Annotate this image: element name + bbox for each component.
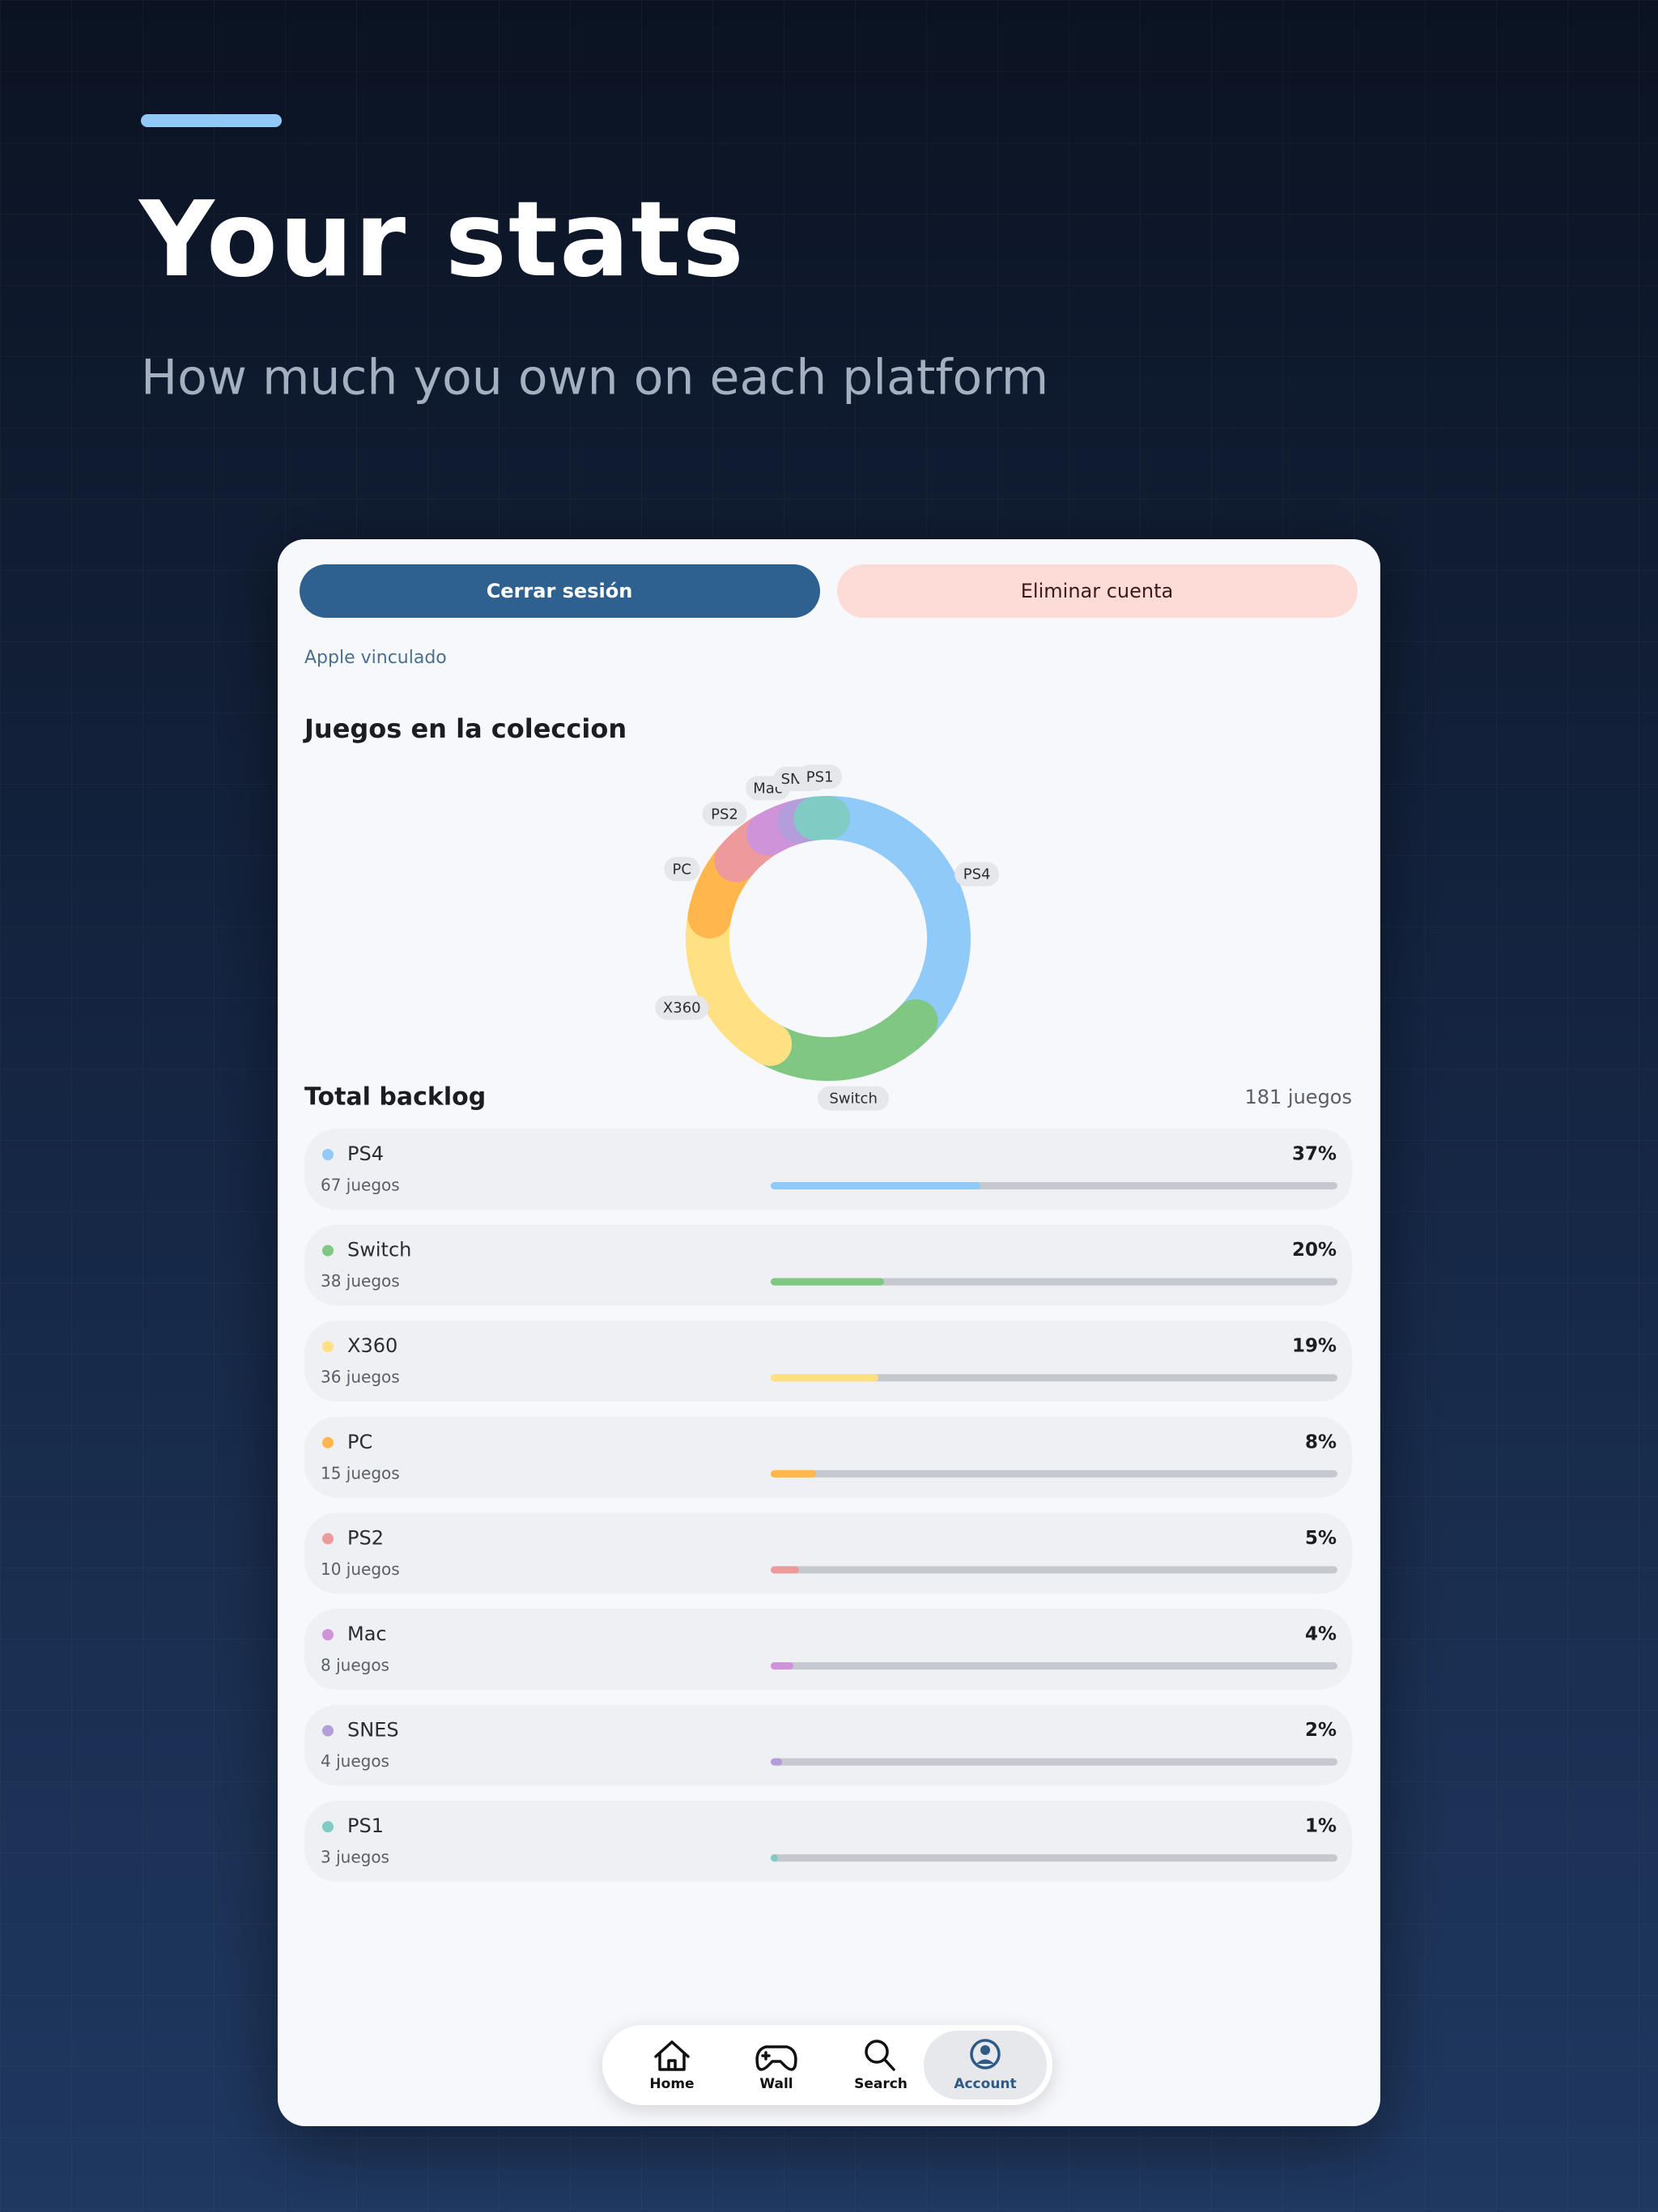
progress-fill [771,1662,793,1670]
progress-fill [771,1278,884,1286]
backlog-row [304,1704,1352,1786]
platform-percent: 20% [1292,1240,1337,1261]
progress-track [771,1470,1337,1478]
donut-label: X360 [663,1000,701,1017]
donut-label: PS2 [711,806,738,823]
platform-name: PS4 [347,1142,384,1165]
account-icon-head [980,2045,990,2055]
platform-name: X360 [347,1334,397,1357]
progress-fill [771,1854,778,1862]
platform-percent: 37% [1292,1144,1337,1165]
platform-count: 38 juegos [321,1271,400,1291]
donut-label-bg [655,995,709,1020]
search-icon [865,2040,889,2064]
platform-name: Mac [347,1623,387,1645]
donut-label-bg [664,857,700,882]
search-icon-handle [883,2058,895,2071]
platform-name: PS1 [347,1814,384,1837]
backlog-title: Total backlog [304,1083,486,1112]
nav-item[interactable]: Account [954,2076,1016,2092]
nav-item[interactable]: Wall [759,2076,793,2092]
platform-dot [322,1821,334,1833]
nav-item[interactable]: Search [854,2076,908,2092]
account-icon [970,2039,1001,2069]
platform-count: 10 juegos [321,1559,400,1579]
nav-active-bg [924,2031,1047,2099]
platform-name: PC [347,1431,372,1453]
platform-percent: 1% [1305,1816,1337,1837]
logout-button[interactable] [300,564,820,618]
donut-segment [806,796,971,1044]
progress-track [771,1758,1337,1766]
nav-item[interactable]: Home [649,2076,694,2092]
donut-label: PS4 [963,866,991,883]
platform-count: 4 juegos [321,1751,389,1771]
backlog-total: 181 juegos [1244,1086,1352,1108]
platform-dot [322,1341,334,1353]
backlog-row [304,1321,1352,1402]
platform-count: 15 juegos [321,1463,400,1482]
backlog-row [304,1129,1352,1210]
platform-name: Switch [347,1239,411,1261]
platform-percent: 2% [1305,1720,1337,1741]
nav-items: Home Wall Search Account [649,2031,1047,2099]
backlog-list: PS4 67 juegos 37% Switch 38 juegos 20% X360 36 … [304,1129,1352,1882]
delete-button[interactable] [837,564,1358,618]
platform-dot [322,1725,334,1737]
platform-percent: 19% [1292,1336,1337,1357]
platform-dot [322,1244,334,1257]
home-icon [654,2040,690,2071]
chart-title: Juegos en la coleccion [303,713,627,744]
progress-track [771,1278,1337,1286]
progress-fill [771,1374,878,1382]
donut-label-bg [702,802,747,827]
platform-dot [322,1629,334,1640]
donut-label-bg [818,1086,890,1111]
backlog-row [304,1801,1352,1882]
donut-segment [793,796,850,840]
progress-track [771,1374,1337,1382]
account-icon-body [976,2059,994,2064]
platform-count: 3 juegos [321,1848,389,1867]
accent-bar [141,114,282,127]
backlog-row [304,1609,1352,1690]
progress-track [771,1854,1337,1862]
platform-name: SNES [347,1719,399,1742]
backlog-row [304,1224,1352,1306]
platform-dot [322,1436,334,1448]
progress-fill [771,1182,980,1189]
donut-label-bg [954,861,1000,887]
progress-fill [771,1470,816,1478]
progress-track [771,1662,1337,1670]
progress-track [771,1566,1337,1574]
subtitle: How much you own on each platform [141,350,1048,406]
platform-count: 8 juegos [321,1656,389,1675]
platform-count: 36 juegos [321,1368,400,1387]
platform-dot [322,1533,334,1545]
donut-label-bg [797,764,843,789]
linked-text: Apple vinculado [304,648,447,668]
donut-label: Switch [829,1091,878,1108]
wall-icon [755,2045,797,2071]
title: Your stats [138,180,746,300]
logout-label: Cerrar sesión [487,580,633,602]
platform-percent: 5% [1305,1528,1337,1549]
platform-percent: 4% [1305,1624,1337,1645]
donut-label: PC [673,861,691,878]
backlog-row [304,1512,1352,1594]
progress-fill [771,1566,799,1574]
platform-percent: 8% [1305,1431,1337,1453]
account-icon-ring [970,2039,1001,2069]
delete-label: Eliminar cuenta [1021,580,1173,602]
platform-dot [322,1149,334,1160]
platform-name: PS2 [347,1526,384,1549]
progress-fill [771,1758,782,1766]
platform-count: 67 juegos [321,1176,400,1195]
donut-label: PS1 [806,768,834,785]
backlog-row [304,1416,1352,1498]
